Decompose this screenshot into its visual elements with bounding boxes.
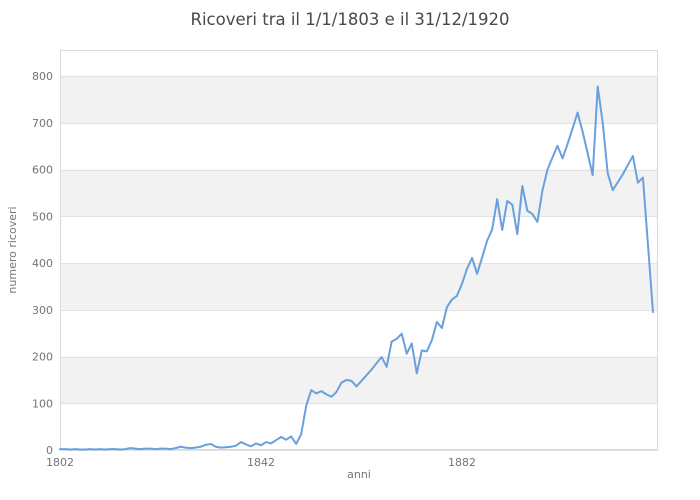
gridlines	[60, 76, 658, 451]
x-tick-label: 1882	[448, 456, 476, 469]
y-tick-label: 700	[32, 117, 53, 130]
plot-border	[60, 50, 658, 450]
chart-title: Ricoveri tra il 1/1/1803 e il 31/12/1920	[190, 10, 509, 29]
y-tick-label: 600	[32, 164, 53, 177]
y-tick-label: 400	[32, 257, 53, 270]
x-tick-labels: 1802 1842 1882	[46, 456, 476, 469]
plot-bands	[60, 76, 658, 404]
y-tick-labels: 0 100 200 300 400 500 600 700 800	[32, 70, 53, 457]
plot-band	[60, 169, 658, 217]
x-tick-label: 1842	[247, 456, 275, 469]
y-tick-label: 200	[32, 351, 53, 364]
plot-band	[60, 263, 658, 310]
plot-band	[60, 76, 658, 123]
y-tick-label: 100	[32, 397, 53, 410]
x-axis-label: anni	[347, 468, 371, 481]
y-tick-label: 800	[32, 70, 53, 83]
plot-band	[60, 356, 658, 404]
y-axis-label: numero ricoveri	[6, 206, 19, 293]
x-tick-label: 1802	[46, 456, 74, 469]
y-tick-label: 300	[32, 304, 53, 317]
data-line	[59, 85, 654, 451]
y-tick-label: 500	[32, 210, 53, 223]
y-tick-label: 0	[46, 444, 53, 457]
